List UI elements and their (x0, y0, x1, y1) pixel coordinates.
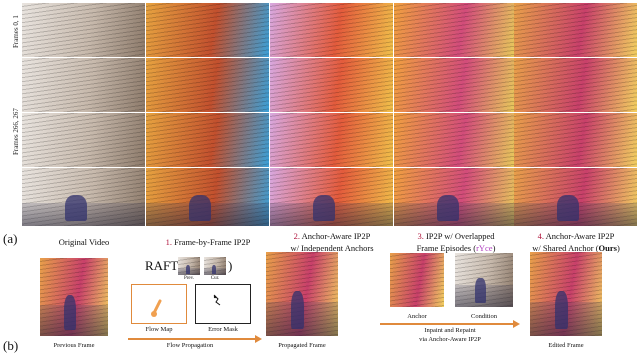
person-figure (189, 195, 212, 222)
frame-col0-row2 (22, 113, 145, 167)
person-figure (555, 291, 569, 330)
flow-map-graphic (151, 299, 162, 317)
frame-col2-row0 (270, 3, 393, 57)
frame-col1-row1 (146, 58, 269, 112)
window-blinds (394, 3, 517, 57)
edited-frame-image (530, 252, 602, 336)
window-blinds (394, 113, 517, 167)
propagated-frame-image (266, 252, 338, 336)
window-blinds (22, 113, 145, 167)
frame-col4-row0 (514, 3, 637, 57)
raft-prev-label: Prev. (183, 276, 195, 281)
window-blinds (270, 58, 393, 112)
person-figure (211, 265, 216, 274)
flow-propagation-arrow (128, 338, 256, 340)
caption-overlapped-episodes: 3. IP2P w/ Overlapped Frame Episodes (rY… (416, 231, 496, 253)
inpaint-arrowhead (513, 320, 520, 328)
person-figure (185, 265, 190, 274)
condition-image (455, 253, 513, 307)
window-blinds (514, 58, 637, 112)
person-figure (291, 291, 305, 330)
window-blinds (394, 58, 517, 112)
inpaint-label-line1: Inpaint and Repaint (424, 327, 476, 334)
panel-b-label: (b) (3, 338, 19, 353)
frame-col0-row0 (22, 3, 145, 57)
row-label-frames-266-267: Frames 266, 267 (12, 108, 20, 155)
anchor-label: Anchor (407, 313, 427, 320)
window-blinds (514, 3, 637, 57)
caption-shared-anchor-ours: 4. Anchor-Aware IP2P w/ Shared Anchor (O… (532, 231, 620, 253)
frame-col0-row1 (22, 58, 145, 112)
row-label-frames-0-1: Frames 0, 1 (12, 15, 20, 48)
window-blinds (146, 58, 269, 112)
error-mask-box (195, 284, 251, 324)
anchor-image (390, 253, 444, 307)
panel-a-label: (a) (3, 231, 18, 246)
flow-propagation-label: Flow Propagation (166, 342, 214, 349)
error-mask-label: Error Mask (208, 326, 238, 333)
window-blinds (270, 3, 393, 57)
caption-original-video: Original Video (58, 237, 110, 247)
frame-col3-row0 (394, 3, 517, 57)
flow-propagation-arrowhead (255, 335, 262, 343)
raft-cur-thumb (204, 257, 226, 275)
window-blinds (146, 3, 269, 57)
inpaint-label-line2: via Anchor-Aware IP2P (419, 336, 481, 343)
person-figure (65, 195, 88, 222)
previous-frame-label: Previous Frame (53, 342, 95, 349)
person-figure (437, 195, 460, 222)
error-mask-graphic (213, 294, 221, 306)
frame-col4-row1 (514, 58, 637, 112)
flow-map-label: Flow Map (145, 326, 173, 333)
person-figure (313, 195, 336, 222)
frame-col4-row3 (514, 168, 637, 226)
window-blinds (22, 3, 145, 57)
frame-col2-row2 (270, 113, 393, 167)
propagated-frame-label: Propagated Frame (278, 342, 326, 349)
raft-label: RAFT( (145, 258, 183, 273)
window-blinds (270, 113, 393, 167)
window-blinds (390, 253, 444, 307)
window-blinds (146, 113, 269, 167)
window-blinds (514, 113, 637, 167)
person-figure (63, 294, 77, 330)
raft-close: ) (228, 258, 233, 273)
frame-col1-row3 (146, 168, 269, 226)
person-figure (475, 278, 486, 303)
raft-prev-thumb (178, 257, 200, 275)
previous-frame-image (40, 258, 108, 336)
frame-col2-row1 (270, 58, 393, 112)
frame-col0-row3 (22, 168, 145, 226)
caption-anchor-aware-independent: 2. Anchor-Aware IP2P w/ Independent Anch… (290, 231, 374, 253)
frame-col4-row2 (514, 113, 637, 167)
inpaint-arrow (380, 323, 514, 325)
person-figure (557, 195, 580, 222)
caption-frame-by-frame: 1. Frame-by-Frame IP2P (165, 237, 251, 247)
frame-col2-row3 (270, 168, 393, 226)
condition-label: Condition (470, 313, 497, 320)
edited-frame-label: Edited Frame (548, 342, 584, 349)
window-blinds (22, 58, 145, 112)
flow-map-box (131, 284, 187, 324)
frame-col1-row2 (146, 113, 269, 167)
frame-col3-row1 (394, 58, 517, 112)
raft-cur-label: Cur. (210, 276, 220, 281)
frame-col1-row0 (146, 3, 269, 57)
frame-col3-row3 (394, 168, 517, 226)
frame-col3-row2 (394, 113, 517, 167)
